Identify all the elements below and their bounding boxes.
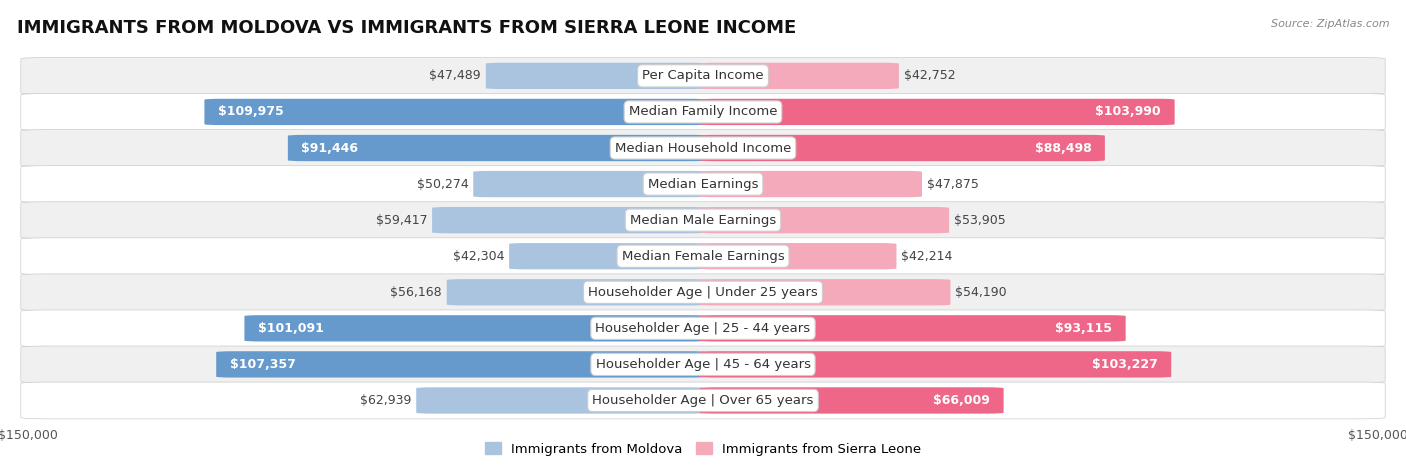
Text: IMMIGRANTS FROM MOLDOVA VS IMMIGRANTS FROM SIERRA LEONE INCOME: IMMIGRANTS FROM MOLDOVA VS IMMIGRANTS FR… [17, 19, 796, 37]
FancyBboxPatch shape [700, 387, 1004, 414]
Text: $56,168: $56,168 [391, 286, 441, 299]
FancyBboxPatch shape [509, 243, 706, 269]
Text: $93,115: $93,115 [1054, 322, 1112, 335]
Text: $42,752: $42,752 [904, 70, 955, 82]
FancyBboxPatch shape [288, 135, 706, 161]
FancyBboxPatch shape [21, 130, 1385, 166]
Text: $54,190: $54,190 [955, 286, 1007, 299]
FancyBboxPatch shape [21, 202, 1385, 239]
Text: Median Household Income: Median Household Income [614, 142, 792, 155]
FancyBboxPatch shape [245, 315, 706, 341]
Text: $107,357: $107,357 [229, 358, 295, 371]
FancyBboxPatch shape [700, 351, 1171, 377]
FancyBboxPatch shape [21, 238, 1385, 275]
FancyBboxPatch shape [21, 274, 1385, 311]
FancyBboxPatch shape [700, 171, 922, 197]
Text: $50,274: $50,274 [416, 177, 468, 191]
Legend: Immigrants from Moldova, Immigrants from Sierra Leone: Immigrants from Moldova, Immigrants from… [479, 437, 927, 461]
Text: Median Female Earnings: Median Female Earnings [621, 250, 785, 263]
Text: $42,214: $42,214 [901, 250, 952, 263]
Text: Source: ZipAtlas.com: Source: ZipAtlas.com [1271, 19, 1389, 28]
Text: $103,990: $103,990 [1095, 106, 1161, 119]
Text: $103,227: $103,227 [1092, 358, 1157, 371]
Text: $42,304: $42,304 [453, 250, 505, 263]
FancyBboxPatch shape [21, 166, 1385, 203]
FancyBboxPatch shape [432, 207, 706, 234]
FancyBboxPatch shape [21, 346, 1385, 383]
FancyBboxPatch shape [486, 63, 706, 89]
FancyBboxPatch shape [700, 135, 1105, 161]
FancyBboxPatch shape [700, 279, 950, 305]
Text: Median Male Earnings: Median Male Earnings [630, 213, 776, 226]
FancyBboxPatch shape [700, 315, 1126, 341]
FancyBboxPatch shape [217, 351, 706, 377]
Text: Per Capita Income: Per Capita Income [643, 70, 763, 82]
Text: Median Earnings: Median Earnings [648, 177, 758, 191]
Text: Householder Age | Over 65 years: Householder Age | Over 65 years [592, 394, 814, 407]
FancyBboxPatch shape [204, 99, 706, 125]
Text: $59,417: $59,417 [375, 213, 427, 226]
Text: $109,975: $109,975 [218, 106, 284, 119]
FancyBboxPatch shape [700, 243, 897, 269]
Text: Householder Age | 45 - 64 years: Householder Age | 45 - 64 years [596, 358, 810, 371]
FancyBboxPatch shape [21, 93, 1385, 130]
FancyBboxPatch shape [700, 63, 898, 89]
Text: $53,905: $53,905 [953, 213, 1005, 226]
FancyBboxPatch shape [474, 171, 706, 197]
FancyBboxPatch shape [700, 99, 1174, 125]
FancyBboxPatch shape [416, 387, 706, 414]
Text: Householder Age | Under 25 years: Householder Age | Under 25 years [588, 286, 818, 299]
Text: $47,875: $47,875 [927, 177, 979, 191]
Text: $91,446: $91,446 [301, 142, 359, 155]
Text: Householder Age | 25 - 44 years: Householder Age | 25 - 44 years [595, 322, 811, 335]
Text: $88,498: $88,498 [1035, 142, 1091, 155]
FancyBboxPatch shape [700, 207, 949, 234]
Text: $47,489: $47,489 [429, 70, 481, 82]
Text: Median Family Income: Median Family Income [628, 106, 778, 119]
Text: $101,091: $101,091 [257, 322, 323, 335]
FancyBboxPatch shape [21, 310, 1385, 347]
Text: $66,009: $66,009 [934, 394, 990, 407]
FancyBboxPatch shape [21, 57, 1385, 94]
FancyBboxPatch shape [447, 279, 706, 305]
Text: $62,939: $62,939 [360, 394, 412, 407]
FancyBboxPatch shape [21, 382, 1385, 419]
